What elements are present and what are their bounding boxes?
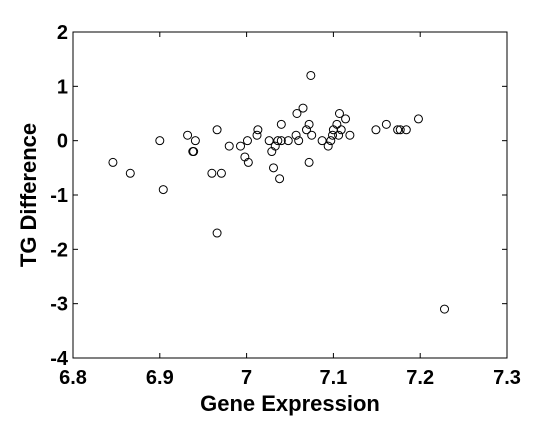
data-point [298, 103, 308, 113]
data-point [189, 147, 199, 157]
data-point [216, 168, 226, 178]
y-tick-label: -3 [50, 294, 68, 316]
data-point [252, 130, 262, 140]
data-point [332, 119, 342, 129]
x-tick-label: 7 [241, 367, 252, 389]
data-point [341, 114, 351, 124]
x-axis-label: Gene Expression [200, 391, 380, 416]
data-point [440, 304, 450, 314]
y-tick-label: 1 [57, 76, 68, 98]
data-point [301, 125, 311, 135]
y-tick-label: -4 [50, 348, 69, 370]
y-axis-ticks: -4 -3 -2 -1 0 1 2 [50, 22, 507, 370]
data-point [269, 163, 279, 173]
data-point [336, 125, 346, 135]
data-point [253, 125, 263, 135]
data-point [401, 125, 411, 135]
data-point [323, 141, 333, 151]
x-tick-label: 7.1 [319, 367, 347, 389]
x-tick-label: 6.9 [146, 367, 174, 389]
data-point [345, 130, 355, 140]
x-axis-ticks: 6.8 6.9 7 7.1 7.2 7.3 [59, 32, 521, 389]
data-point [190, 136, 200, 146]
data-point [183, 130, 193, 140]
data-point [108, 157, 118, 167]
y-axis-label: TG Difference [16, 123, 41, 267]
data-point [243, 157, 253, 167]
data-point [224, 141, 234, 151]
y-tick-label: 0 [57, 131, 68, 153]
data-point [307, 130, 317, 140]
data-point [283, 136, 293, 146]
data-point [270, 141, 280, 151]
data-point [158, 185, 168, 195]
data-point [292, 109, 302, 118]
data-point [326, 136, 336, 146]
x-tick-label: 7.3 [493, 367, 521, 389]
data-point [236, 141, 246, 151]
data-point [328, 130, 338, 140]
plot-area [72, 31, 508, 359]
y-tick-label: -2 [50, 239, 68, 261]
x-tick-label: 7.2 [406, 367, 434, 389]
data-point [371, 125, 381, 135]
data-point [264, 136, 274, 146]
data-points [108, 70, 450, 314]
data-point [334, 109, 344, 118]
data-point [317, 136, 327, 146]
data-point [242, 136, 252, 146]
data-point [381, 119, 391, 129]
data-point [273, 136, 283, 146]
data-point [275, 174, 285, 184]
data-point [294, 136, 304, 146]
data-point [304, 157, 314, 167]
y-tick-label: -1 [50, 185, 68, 207]
x-tick-label: 6.8 [59, 367, 87, 389]
data-point [334, 130, 344, 140]
data-point [212, 125, 222, 135]
data-point [207, 168, 217, 178]
data-point [276, 119, 286, 129]
data-point [291, 130, 301, 140]
data-point [413, 114, 423, 124]
y-tick-label: 2 [57, 22, 68, 44]
data-point [155, 136, 165, 146]
data-point [276, 136, 286, 146]
data-point [393, 125, 403, 135]
data-point [306, 70, 316, 80]
data-point [212, 228, 222, 238]
data-point [304, 119, 314, 129]
data-point [395, 125, 405, 135]
data-point [125, 168, 135, 178]
